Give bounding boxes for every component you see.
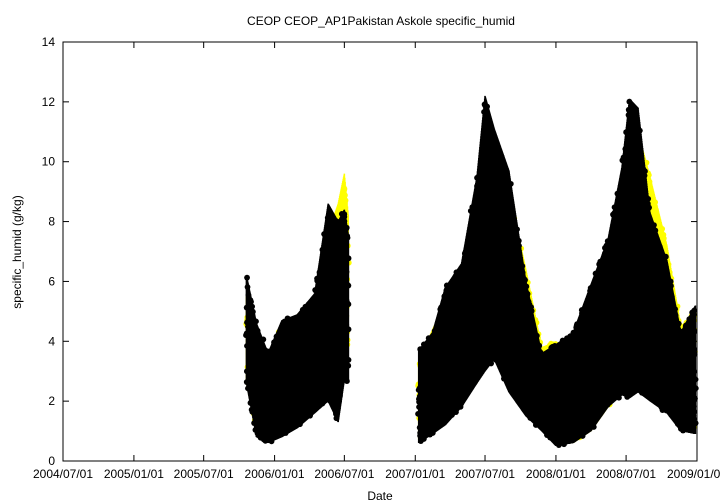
data-point <box>253 318 259 325</box>
data-point <box>643 159 650 166</box>
data-point <box>659 226 666 232</box>
data-point <box>260 336 267 343</box>
data-layer-black <box>243 95 699 449</box>
data-point <box>345 326 352 333</box>
data-point <box>244 274 250 281</box>
data-point <box>345 282 352 289</box>
chart-title: CEOP CEOP_AP1Pakistan Askole specific_hu… <box>247 14 515 28</box>
